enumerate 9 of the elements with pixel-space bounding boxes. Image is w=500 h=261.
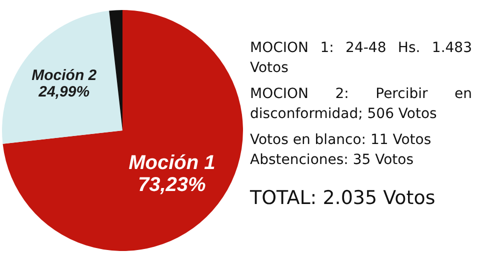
slice-label: Moción 1 [128,152,216,174]
text: Abstenciones: 35 Votos [250,151,415,170]
data-label: 24,99% [38,83,90,100]
text: Votos en blanco: 11 Votos [250,131,432,150]
text: MOCION 2: Percibir en disconformidad; 506 Votos [250,85,472,124]
slice-label: Moción 2 [32,66,98,84]
data-label: 73,23% [138,174,206,196]
text: MOCION 1: 24-48 Hs. 1.483 Votos [250,39,472,78]
text: TOTAL: 2.035 Votos [250,187,436,209]
